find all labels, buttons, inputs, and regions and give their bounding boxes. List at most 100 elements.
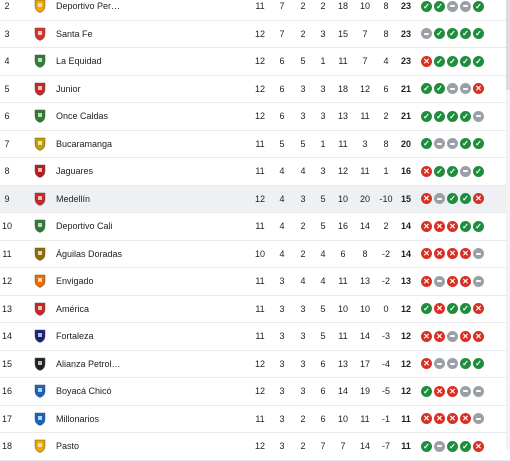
scrollbar-thumb[interactable]: [506, 0, 510, 90]
loss-icon[interactable]: [421, 193, 432, 205]
table-row[interactable]: 14 Fortaleza 11 3 3 5 11 14 -3 12: [0, 323, 510, 351]
loss-icon[interactable]: [460, 248, 471, 260]
win-icon[interactable]: [434, 165, 445, 177]
win-icon[interactable]: [473, 220, 484, 232]
loss-icon[interactable]: [473, 193, 484, 205]
win-icon[interactable]: [434, 0, 445, 12]
draw-icon[interactable]: [447, 358, 458, 370]
team-name[interactable]: Deportivo Cali: [56, 221, 113, 232]
table-row[interactable]: 9 Medellín 12 4 3 5 10 20 -10 15: [0, 185, 510, 213]
table-row[interactable]: 6 Once Caldas 12 6 3 3 13 11 2 21: [0, 103, 510, 131]
draw-icon[interactable]: [473, 385, 484, 397]
win-icon[interactable]: [421, 303, 432, 315]
loss-icon[interactable]: [460, 330, 471, 342]
team-name[interactable]: Once Caldas: [56, 111, 109, 122]
draw-icon[interactable]: [447, 83, 458, 95]
win-icon[interactable]: [421, 440, 432, 452]
draw-icon[interactable]: [434, 358, 445, 370]
draw-icon[interactable]: [421, 28, 432, 40]
table-row[interactable]: 15 Alianza Petrol… 12 3 3 6 13 17 -4 12: [0, 351, 510, 378]
win-icon[interactable]: [460, 55, 471, 67]
table-row[interactable]: 4 La Equidad 12 6 5 1 11 7 4 23: [0, 48, 510, 76]
win-icon[interactable]: [473, 0, 484, 12]
win-icon[interactable]: [421, 0, 432, 12]
table-row[interactable]: 8 Jaguares 11 4 4 3 12 11 1 16: [0, 158, 510, 186]
loss-icon[interactable]: [421, 358, 432, 370]
loss-icon[interactable]: [447, 385, 458, 397]
loss-icon[interactable]: [460, 275, 471, 287]
win-icon[interactable]: [421, 138, 432, 150]
draw-icon[interactable]: [473, 413, 484, 425]
win-icon[interactable]: [447, 28, 458, 40]
win-icon[interactable]: [473, 138, 484, 150]
draw-icon[interactable]: [447, 330, 458, 342]
draw-icon[interactable]: [434, 440, 445, 452]
team-name[interactable]: Santa Fe: [56, 28, 93, 39]
win-icon[interactable]: [434, 55, 445, 67]
table-row[interactable]: 18 Pasto 12 3 2 7 7 14 -7 11: [0, 433, 510, 461]
table-row[interactable]: 10 Deportivo Cali 11 4 2 5 16 14 2 14: [0, 213, 510, 241]
draw-icon[interactable]: [434, 193, 445, 205]
team-name[interactable]: Alianza Petrol…: [56, 358, 121, 369]
loss-icon[interactable]: [473, 330, 484, 342]
win-icon[interactable]: [434, 83, 445, 95]
win-icon[interactable]: [447, 165, 458, 177]
loss-icon[interactable]: [473, 303, 484, 315]
draw-icon[interactable]: [434, 138, 445, 150]
loss-icon[interactable]: [434, 248, 445, 260]
win-icon[interactable]: [460, 138, 471, 150]
table-row[interactable]: 17 Millonarios 11 3 2 6 10 11 -1 11: [0, 406, 510, 433]
draw-icon[interactable]: [460, 0, 471, 12]
table-row[interactable]: 11 Águilas Doradas 10 4 2 4 6 8 -2 14: [0, 241, 510, 268]
win-icon[interactable]: [447, 55, 458, 67]
loss-icon[interactable]: [447, 275, 458, 287]
team-name[interactable]: Deportivo Per…: [56, 1, 121, 12]
loss-icon[interactable]: [434, 385, 445, 397]
win-icon[interactable]: [460, 220, 471, 232]
loss-icon[interactable]: [434, 303, 445, 315]
win-icon[interactable]: [473, 358, 484, 370]
team-name[interactable]: Boyacá Chicó: [56, 386, 112, 397]
win-icon[interactable]: [421, 110, 432, 122]
win-icon[interactable]: [460, 303, 471, 315]
table-row[interactable]: 12 Envigado 11 3 4 4 11 13 -2 13: [0, 268, 510, 296]
draw-icon[interactable]: [473, 248, 484, 260]
draw-icon[interactable]: [447, 0, 458, 12]
table-row[interactable]: 5 Junior 12 6 3 3 18 12 6 21: [0, 76, 510, 103]
team-name[interactable]: Millonarios: [56, 413, 100, 424]
draw-icon[interactable]: [473, 275, 484, 287]
team-name[interactable]: Medellín: [56, 193, 91, 204]
win-icon[interactable]: [473, 55, 484, 67]
team-name[interactable]: Envigado: [56, 276, 94, 287]
loss-icon[interactable]: [421, 413, 432, 425]
loss-icon[interactable]: [434, 413, 445, 425]
loss-icon[interactable]: [434, 330, 445, 342]
win-icon[interactable]: [473, 165, 484, 177]
win-icon[interactable]: [434, 28, 445, 40]
loss-icon[interactable]: [421, 220, 432, 232]
win-icon[interactable]: [473, 28, 484, 40]
win-icon[interactable]: [447, 440, 458, 452]
loss-icon[interactable]: [473, 83, 484, 95]
team-name[interactable]: Pasto: [56, 441, 80, 452]
loss-icon[interactable]: [421, 275, 432, 287]
win-icon[interactable]: [460, 440, 471, 452]
team-name[interactable]: Jaguares: [56, 166, 94, 177]
draw-icon[interactable]: [460, 165, 471, 177]
loss-icon[interactable]: [421, 55, 432, 67]
loss-icon[interactable]: [447, 248, 458, 260]
win-icon[interactable]: [460, 358, 471, 370]
win-icon[interactable]: [460, 110, 471, 122]
loss-icon[interactable]: [434, 220, 445, 232]
win-icon[interactable]: [421, 385, 432, 397]
team-name[interactable]: Águilas Doradas: [56, 248, 123, 259]
scrollbar-track[interactable]: [506, 0, 510, 450]
win-icon[interactable]: [447, 110, 458, 122]
win-icon[interactable]: [460, 193, 471, 205]
team-name[interactable]: Bucaramanga: [56, 138, 113, 149]
draw-icon[interactable]: [447, 138, 458, 150]
table-row[interactable]: 13 América 11 3 3 5 10 10 0 12: [0, 296, 510, 323]
team-name[interactable]: Junior: [56, 83, 81, 94]
team-name[interactable]: Fortaleza: [56, 331, 94, 342]
win-icon[interactable]: [434, 110, 445, 122]
